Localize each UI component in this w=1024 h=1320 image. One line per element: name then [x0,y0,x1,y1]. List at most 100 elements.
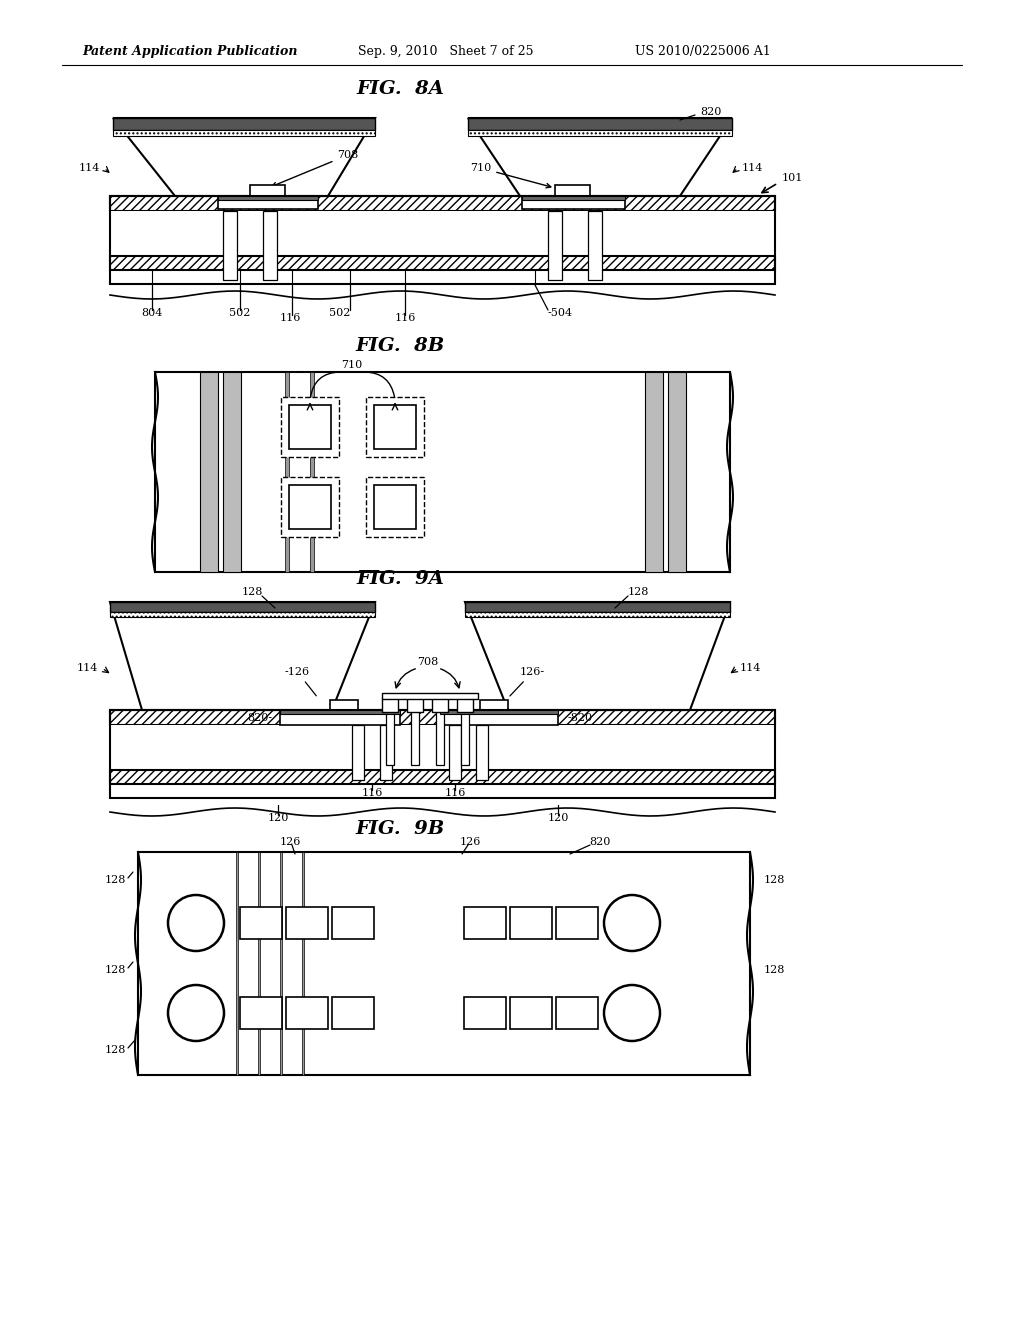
Bar [510,907,552,939]
Bar [468,129,732,136]
Bar [588,211,602,280]
Bar [440,710,558,714]
Text: 114: 114 [77,663,98,673]
Text: 120: 120 [267,813,289,822]
Polygon shape [522,185,625,209]
Text: 708: 708 [418,657,438,667]
Bar [281,397,339,457]
Bar [374,484,416,529]
Text: US 2010/0225006 A1: US 2010/0225006 A1 [635,45,771,58]
Bar [110,195,775,284]
Bar [289,484,331,529]
Bar [218,195,318,201]
Bar [461,710,469,766]
Polygon shape [218,185,318,209]
Bar [110,770,775,784]
Bar [332,907,374,939]
Text: FIG.  8B: FIG. 8B [355,337,444,355]
Bar [522,195,625,201]
Bar [263,211,278,280]
Text: 126-: 126- [510,667,545,696]
Bar [286,907,328,939]
Text: Sep. 9, 2010   Sheet 7 of 25: Sep. 9, 2010 Sheet 7 of 25 [358,45,534,58]
Bar [223,372,241,572]
Bar [386,710,394,766]
Text: 804: 804 [141,308,163,318]
Polygon shape [110,602,375,612]
Circle shape [168,985,224,1041]
Text: 128: 128 [764,875,785,884]
Polygon shape [468,117,732,195]
Text: Patent Application Publication: Patent Application Publication [82,45,298,58]
Text: FIG.  8A: FIG. 8A [356,81,444,98]
Text: 128: 128 [104,965,126,975]
Polygon shape [280,700,400,725]
Text: 708: 708 [272,150,358,186]
Bar [286,997,328,1030]
Text: 820: 820 [700,107,721,117]
Bar [281,477,339,537]
Bar [645,372,663,572]
Text: 820-: 820- [247,713,272,723]
Text: -820: -820 [568,713,593,723]
Circle shape [604,985,660,1041]
Text: 116: 116 [280,313,301,323]
Text: 128: 128 [628,587,648,597]
Circle shape [604,895,660,950]
Circle shape [168,895,224,950]
Text: 128: 128 [242,587,263,597]
Bar [432,698,449,711]
Bar [155,372,730,572]
Bar [113,129,375,136]
Text: 114: 114 [742,162,763,173]
Bar [289,405,331,449]
Bar [240,997,282,1030]
Bar [464,997,506,1030]
Bar [382,698,398,711]
Bar [436,710,444,766]
Bar [668,372,686,572]
Bar [556,997,598,1030]
Text: 116: 116 [444,788,466,799]
Polygon shape [465,602,730,612]
Bar [457,698,473,711]
Bar [510,997,552,1030]
Text: 502: 502 [330,308,350,318]
Text: 710: 710 [470,162,551,187]
Bar [465,612,730,616]
Text: 114: 114 [740,663,762,673]
Bar [110,195,775,211]
Bar [236,851,238,1074]
Polygon shape [440,700,558,725]
Bar [476,725,488,780]
Bar [407,698,423,711]
Bar [380,725,392,780]
Bar [110,256,775,271]
Text: 820: 820 [590,837,610,847]
Text: FIG.  9B: FIG. 9B [355,820,444,838]
Text: 502: 502 [229,308,251,318]
Bar [548,211,562,280]
Bar [110,211,775,256]
Text: 128: 128 [764,965,785,975]
Text: 114: 114 [79,162,100,173]
Bar [302,851,304,1074]
Polygon shape [113,117,375,129]
Bar [352,725,364,780]
Bar [280,851,282,1074]
Bar [110,710,775,799]
Bar [138,851,750,1074]
Polygon shape [110,602,375,710]
Bar [556,907,598,939]
Bar [200,372,218,572]
Text: 128: 128 [104,875,126,884]
Text: 128: 128 [104,1045,126,1055]
Bar [110,710,775,725]
Bar [310,372,314,572]
Text: 116: 116 [361,788,383,799]
Bar [280,710,400,714]
Bar [223,211,237,280]
Bar [285,372,289,572]
Bar [240,907,282,939]
Bar [110,612,375,616]
